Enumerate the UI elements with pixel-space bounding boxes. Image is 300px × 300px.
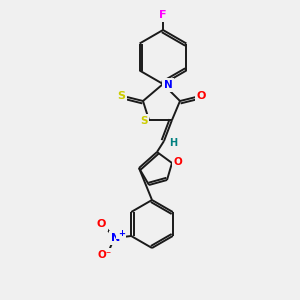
Text: O: O (97, 219, 106, 229)
Text: F: F (159, 10, 167, 20)
Text: S: S (117, 91, 125, 101)
Text: +: + (118, 229, 125, 238)
Text: O⁻: O⁻ (97, 250, 111, 260)
Text: N: N (111, 233, 120, 243)
Text: O: O (174, 157, 182, 167)
Text: N: N (164, 80, 172, 90)
Text: S: S (140, 116, 148, 126)
Text: O: O (196, 91, 206, 101)
Text: H: H (169, 138, 177, 148)
